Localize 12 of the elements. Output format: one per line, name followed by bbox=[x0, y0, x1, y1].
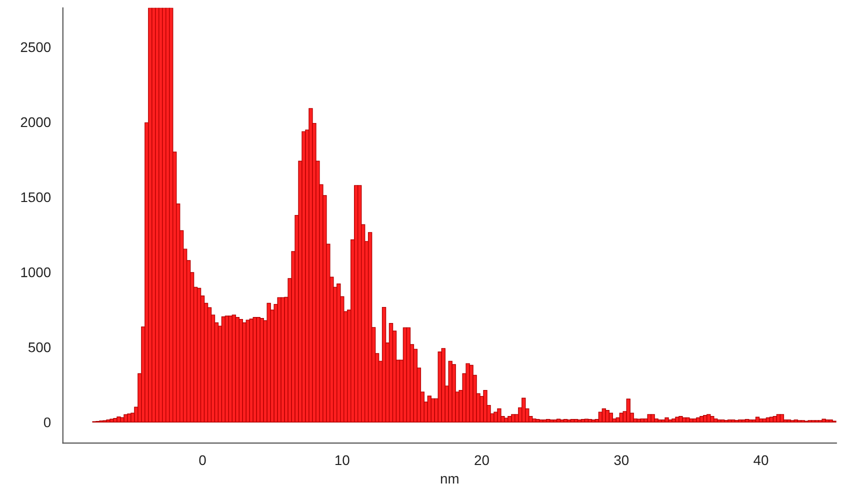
x-tick-label: 0 bbox=[199, 455, 206, 466]
y-tick-label: 0 bbox=[44, 417, 51, 428]
x-tick-label: 40 bbox=[754, 455, 768, 466]
y-tick-label: 1000 bbox=[21, 267, 51, 278]
y-tick-label: 1500 bbox=[21, 192, 51, 202]
y-tick-label: 500 bbox=[28, 342, 51, 352]
y-tick-label: 2500 bbox=[20, 42, 51, 52]
y-tick-label: 2000 bbox=[20, 117, 51, 128]
x-axis-title: nm bbox=[440, 476, 458, 484]
x-tick-label: 30 bbox=[614, 455, 629, 466]
x-tick-label: 20 bbox=[474, 455, 489, 466]
x-tick-label: 10 bbox=[335, 455, 350, 466]
